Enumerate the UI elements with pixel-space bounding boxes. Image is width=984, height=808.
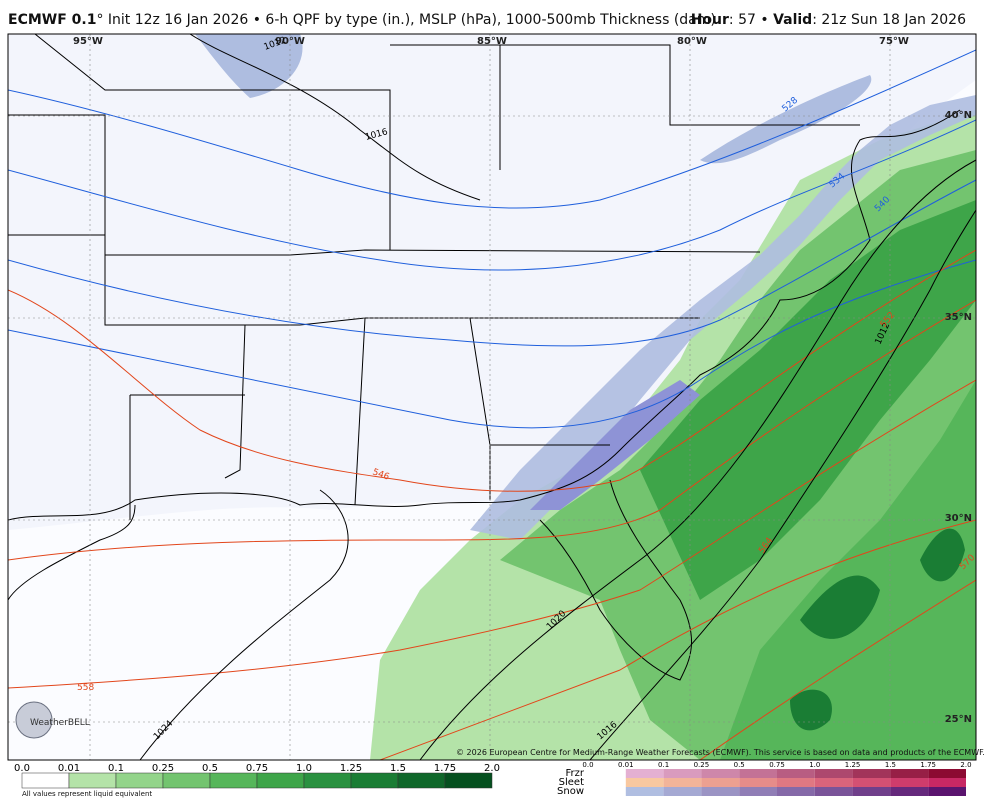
snow-north <box>195 34 872 164</box>
precip-offshore <box>720 380 976 760</box>
rain-level: 0.5 <box>202 763 218 774</box>
type-level: 1.5 <box>885 761 896 769</box>
type-swatch <box>625 778 664 787</box>
header-valid: Hour: 57 • Valid: 21z Sun 18 Jan 2026 <box>691 12 966 28</box>
latitude-label: 40°N <box>945 110 972 121</box>
rain-level: 0.0 <box>14 763 30 774</box>
logo-text: WeatherBELL <box>30 718 90 728</box>
type-swatch <box>625 769 664 778</box>
type-swatch <box>890 769 929 778</box>
type-level: 1.75 <box>920 761 936 769</box>
isobars <box>139 34 976 760</box>
longitude-label: 95°W <box>73 36 103 47</box>
type-swatch <box>814 778 853 787</box>
rain-swatch <box>68 772 117 789</box>
type-swatch <box>739 778 777 787</box>
rain-level: 0.01 <box>58 763 80 774</box>
legend-note: All values represent liquid equivalent <box>22 790 152 798</box>
type-name: Snow <box>557 786 584 797</box>
type-swatch <box>928 778 966 787</box>
type-swatch <box>663 769 702 778</box>
type-level: 0.01 <box>618 761 634 769</box>
type-swatch <box>852 769 891 778</box>
longitude-label: 75°W <box>879 36 909 47</box>
type-swatch <box>701 787 740 796</box>
precip-cores <box>790 528 965 731</box>
type-swatch <box>890 778 929 787</box>
type-swatch <box>663 778 702 787</box>
rain-swatch <box>397 772 446 789</box>
map: WeatherBELL <box>8 34 976 760</box>
longitude-label: 85°W <box>477 36 507 47</box>
rain-level: 1.75 <box>434 763 456 774</box>
rain-level: 1.25 <box>340 763 362 774</box>
type-level: 0.0 <box>582 761 593 769</box>
type-name: Sleet <box>559 777 584 788</box>
type-swatch <box>852 778 891 787</box>
rain-swatch <box>21 772 70 789</box>
description: Init 12z 16 Jan 2026 • 6-h QPF by type (… <box>103 12 716 28</box>
hour-key: Hour <box>690 12 729 28</box>
snow-band <box>470 95 976 540</box>
weatherbell-logo: WeatherBELL <box>15 701 90 739</box>
type-swatch <box>777 769 815 778</box>
type-level: 0.5 <box>734 761 745 769</box>
type-swatch <box>928 787 966 796</box>
type-swatch <box>814 769 853 778</box>
thickness-label: 558 <box>77 683 94 693</box>
type-swatch <box>739 769 777 778</box>
type-level: 0.1 <box>658 761 669 769</box>
rain-level: 0.75 <box>246 763 268 774</box>
type-swatch <box>701 778 740 787</box>
type-swatch <box>663 787 702 796</box>
type-swatch <box>739 787 777 796</box>
snow-core <box>530 380 700 510</box>
rain-swatch <box>350 772 399 789</box>
type-level: 1.25 <box>845 761 861 769</box>
type-swatch <box>852 787 891 796</box>
type-swatch <box>777 778 815 787</box>
type-swatch <box>814 787 853 796</box>
hour-value: : 57 • <box>728 12 774 28</box>
rain-swatch <box>256 772 305 789</box>
type-level: 1.0 <box>809 761 820 769</box>
type-level: 0.25 <box>694 761 710 769</box>
rain-level: 0.1 <box>108 763 124 774</box>
rain-level: 1.0 <box>296 763 312 774</box>
type-name: Frzr <box>566 768 585 779</box>
rain-swatch <box>303 772 352 789</box>
copyright: © 2026 European Centre for Medium-Range … <box>456 748 984 757</box>
type-level: 2.0 <box>960 761 971 769</box>
rain-level: 2.0 <box>484 763 500 774</box>
type-swatch <box>701 769 740 778</box>
latitude-label: 35°N <box>945 312 972 323</box>
valid-value: : 21z Sun 18 Jan 2026 <box>812 12 966 28</box>
type-swatch <box>777 787 815 796</box>
longitude-label: 90°W <box>275 36 305 47</box>
valid-key: Valid <box>773 12 813 28</box>
type-swatch <box>928 769 966 778</box>
model: ECMWF 0.1 <box>8 12 97 28</box>
thickness-warm <box>8 249 976 760</box>
rain-swatch <box>209 772 258 789</box>
type-swatch <box>625 787 664 796</box>
type-level: 0.75 <box>769 761 785 769</box>
longitude-label: 80°W <box>677 36 707 47</box>
map-frame <box>7 33 977 761</box>
latitude-label: 25°N <box>945 714 972 725</box>
rain-swatch <box>444 772 493 789</box>
rain-swatch <box>115 772 164 789</box>
type-swatch <box>890 787 929 796</box>
header-title: ECMWF 0.1° Init 12z 16 Jan 2026 • 6-h QP… <box>8 12 716 28</box>
rain-level: 0.25 <box>152 763 174 774</box>
latitude-label: 30°N <box>945 513 972 524</box>
degree: ° <box>96 12 104 28</box>
rain-swatch <box>162 772 211 789</box>
rain-level: 1.5 <box>390 763 406 774</box>
